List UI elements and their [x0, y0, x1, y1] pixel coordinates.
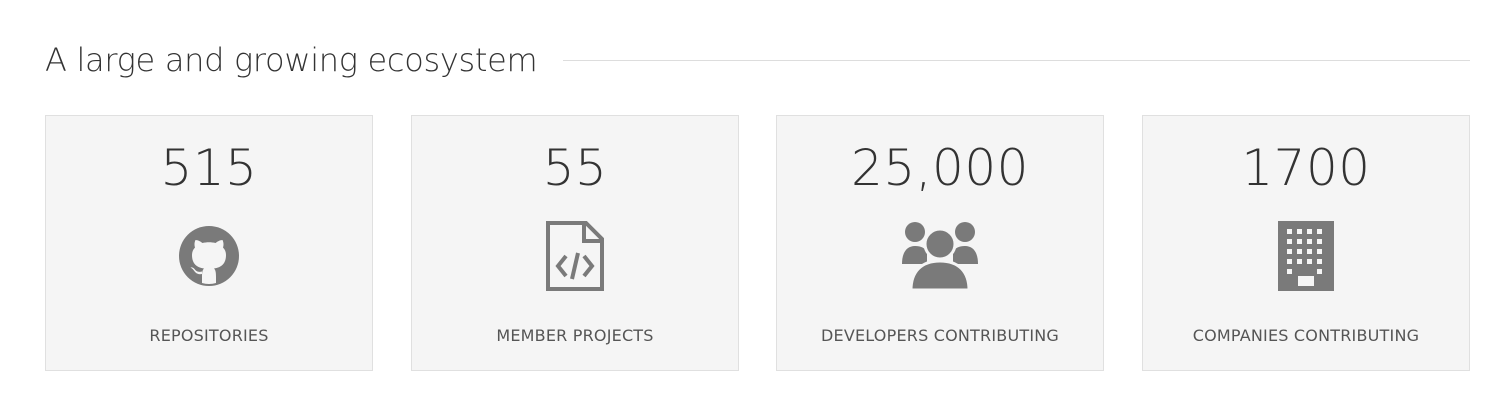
stat-card-companies: 1700 COMPANIES CONTRIBUTING	[1142, 115, 1470, 371]
stat-label: COMPANIES CONTRIBUTING	[1192, 326, 1420, 345]
stats-cards: 515 REPOSITORIES 55 MEMBER PROJECTS	[45, 115, 1470, 371]
users-group-icon	[900, 216, 980, 296]
stat-number: 515	[160, 139, 258, 197]
section-title: A large and growing ecosystem	[45, 41, 538, 79]
building-icon	[1266, 216, 1346, 296]
title-divider	[563, 59, 1470, 61]
section-header: A large and growing ecosystem	[45, 36, 1470, 84]
stat-number: 1700	[1241, 139, 1371, 197]
stat-label: REPOSITORIES	[149, 326, 269, 345]
stat-card-member-projects: 55 MEMBER PROJECTS	[411, 115, 739, 371]
github-icon	[169, 216, 249, 296]
stat-number: 25,000	[851, 139, 1029, 197]
stat-number: 55	[542, 139, 608, 197]
stat-label: DEVELOPERS CONTRIBUTING	[820, 326, 1060, 345]
stat-label: MEMBER PROJECTS	[496, 326, 654, 345]
stat-card-developers: 25,000 DEVELOPERS CONTRIBUTING	[776, 115, 1104, 371]
stat-card-repositories: 515 REPOSITORIES	[45, 115, 373, 371]
code-file-icon	[535, 216, 615, 296]
